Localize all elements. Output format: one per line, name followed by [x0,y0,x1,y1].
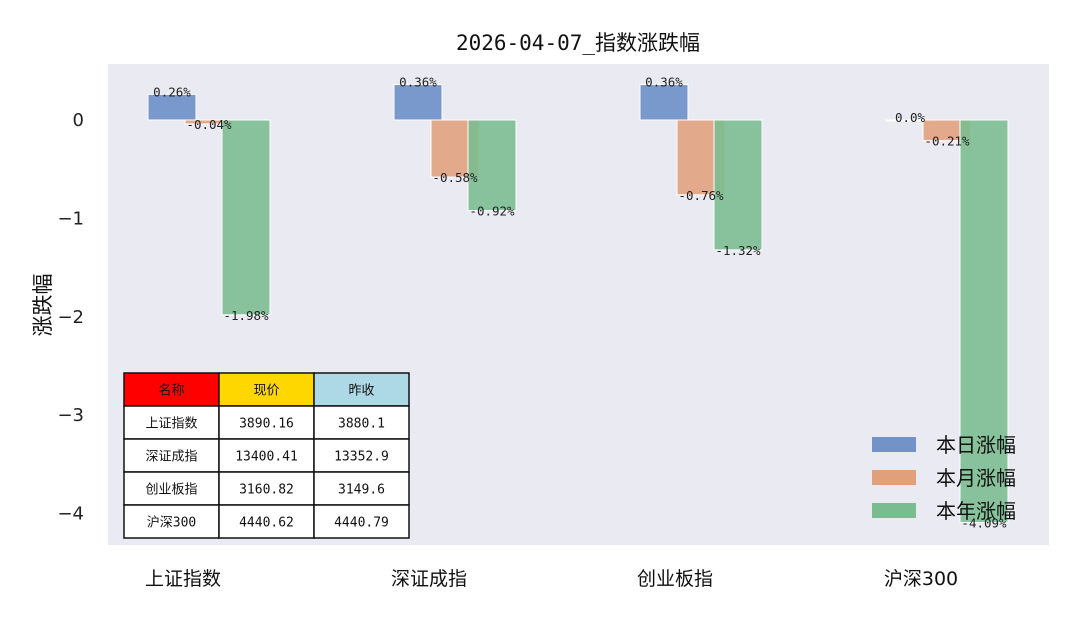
table-cell-text: 3890.16 [239,417,294,432]
table-cell [313,471,410,506]
bars-layer [147,84,1009,523]
y-tick-label: −1 [57,208,84,229]
bar-本年涨幅-沪深300 [959,119,1009,523]
data-label: -0.04% [186,117,232,132]
legend-swatch [872,503,916,518]
bar-本年涨幅-深证成指 [467,119,517,212]
table-cell-text: 上证指数 [145,417,197,432]
y-tick-label: −3 [57,405,84,426]
table-cell-text: 深证成指 [145,450,197,465]
y-tick-label: 0 [73,110,84,131]
x-tick-label: 深证成指 [391,568,467,590]
table-cell [218,471,315,506]
data-label: 0.26% [153,84,191,99]
x-axis-ticks: 上证指数 深证成指 创业板指 沪深300 [145,568,958,590]
table-cell [313,405,410,440]
table-cell [218,504,315,539]
table-cell [123,438,220,473]
table-header-text: 现价 [253,384,279,399]
bar-本年涨幅-创业板指 [713,119,763,251]
data-labels-layer: 0.26% 0.36% 0.36% 0.0% -0.04% -0.58% -0.76% -0.… [153,75,1007,531]
data-label: -4.09% [961,515,1007,530]
legend-swatch [872,437,916,452]
x-tick-label: 上证指数 [145,568,221,590]
x-tick-label: 创业板指 [637,568,713,590]
table-cell-text: 3149.6 [338,483,385,498]
table-cell-text: 3160.82 [239,483,294,498]
table-cell-text: 13400.41 [235,450,298,465]
x-tick-label: 沪深300 [884,568,958,590]
bar-本日涨幅-深证成指 [393,84,443,121]
legend-label: 本年涨幅 [936,499,1016,523]
bar-本日涨幅-上证指数 [147,93,197,121]
table-cell [313,438,410,473]
table-cell-text: 13352.9 [334,450,389,465]
table-header-cell [313,372,410,407]
bar-本日涨幅-创业板指 [639,84,689,121]
table-cell-text: 沪深300 [147,515,196,531]
table-cell-text: 创业板指 [145,483,197,498]
y-tick-label: −4 [57,504,84,525]
data-label: -0.76% [678,188,724,203]
table-cell-text: 4440.79 [334,516,389,531]
legend-label: 本日涨幅 [936,433,1016,457]
y-tick-label: −2 [57,307,84,328]
legend-swatch [872,470,916,485]
data-label: -0.58% [432,170,478,185]
table-cell [123,405,220,440]
table-cell-text: 3880.1 [338,417,385,432]
data-label: -1.98% [223,308,269,323]
table-cell-text: 4440.62 [239,516,294,531]
bar-本年涨幅-上证指数 [221,119,271,316]
table-cell [313,504,410,539]
table-header-text: 昨收 [348,384,374,399]
data-label: -1.32% [715,243,761,258]
data-label: 0.36% [399,75,437,90]
table-header-text: 名称 [158,383,184,399]
data-label: -0.21% [924,134,970,149]
y-axis-ticks: 0 −1 −2 −3 −4 [57,110,84,525]
data-label: -0.92% [469,204,515,219]
data-label: 0.0% [895,110,926,125]
legend-label: 本月涨幅 [936,466,1016,490]
table-cell [123,504,220,539]
data-label: 0.36% [645,75,683,90]
chart-title: 2026-04-07_指数涨跌幅 [456,31,700,55]
y-axis-label: 涨跌幅 [31,274,55,337]
